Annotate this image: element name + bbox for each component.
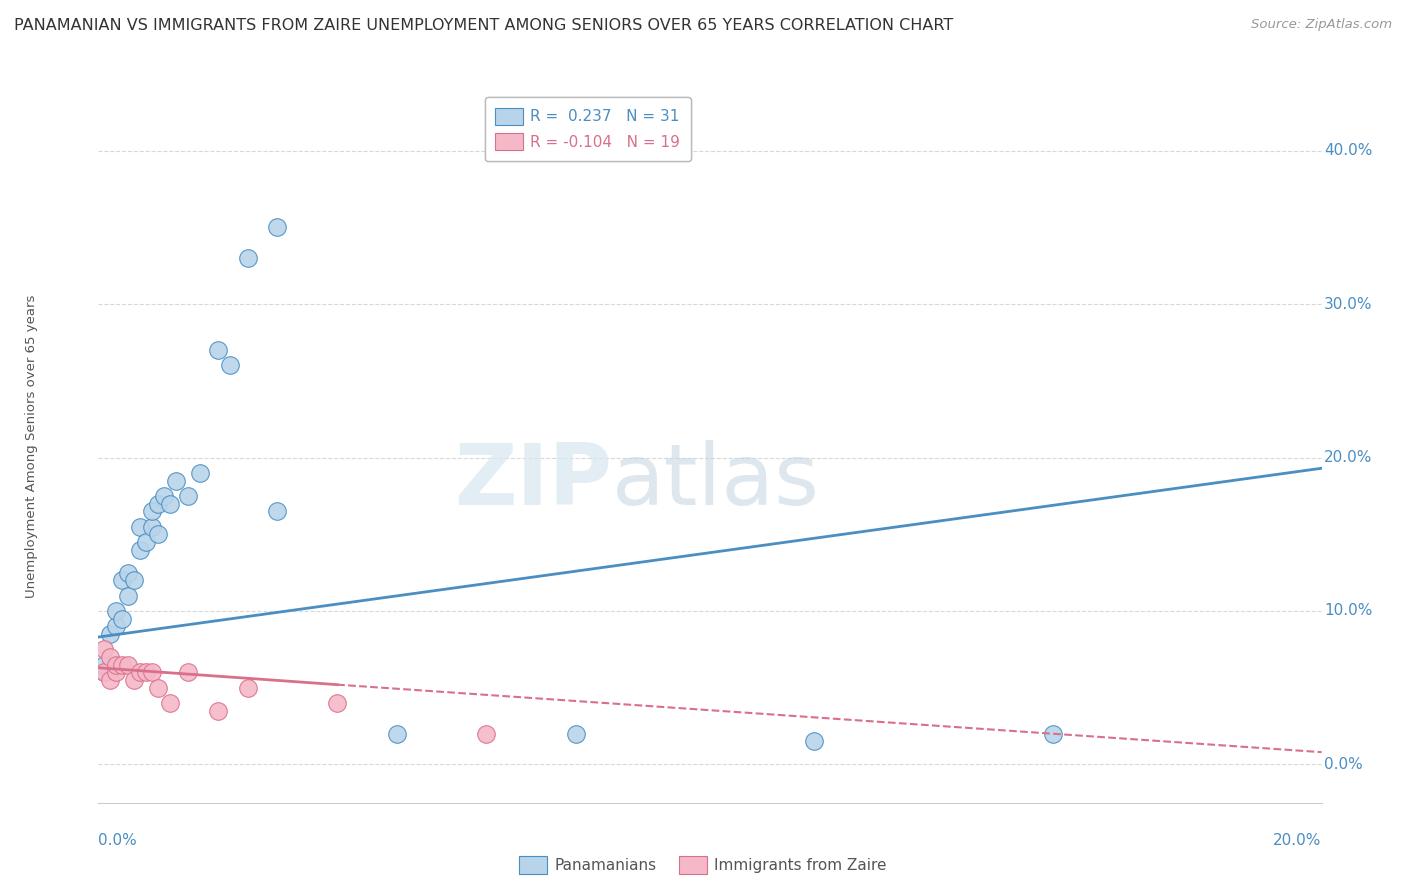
Point (266, 220, 288, 235)
Text: 0.0%: 0.0% (1324, 757, 1362, 772)
Point (111, 657, 134, 672)
Point (207, 343, 229, 357)
Point (326, 696, 349, 710)
Point (236, 681, 259, 695)
Point (117, 589, 139, 603)
Point (141, 519, 163, 533)
Point (98, 673, 121, 687)
Point (146, 497, 169, 511)
Point (1042, 727, 1064, 741)
Point (93, 665, 115, 680)
Point (153, 489, 176, 503)
Point (122, 574, 145, 588)
Point (236, 251, 259, 265)
Point (159, 497, 181, 511)
Point (122, 673, 145, 687)
Point (93, 657, 115, 672)
Point (165, 474, 187, 488)
Point (218, 359, 240, 373)
Point (475, 727, 498, 741)
Point (803, 734, 825, 748)
Point (111, 612, 134, 626)
Point (129, 519, 152, 533)
Legend: R =  0.237   N = 31, R = -0.104   N = 19: R = 0.237 N = 31, R = -0.104 N = 19 (485, 97, 690, 161)
Text: 20.0%: 20.0% (1274, 833, 1322, 848)
Point (565, 727, 588, 741)
Point (207, 704, 229, 718)
Point (98, 650, 121, 665)
Point (141, 665, 163, 680)
Text: 20.0%: 20.0% (1324, 450, 1372, 465)
Text: Unemployment Among Seniors over 65 years: Unemployment Among Seniors over 65 years (25, 294, 38, 598)
Point (93, 665, 115, 680)
Point (266, 504, 288, 518)
Point (105, 619, 128, 633)
Point (129, 542, 152, 557)
Text: 30.0%: 30.0% (1324, 296, 1372, 311)
Point (188, 466, 211, 480)
Text: 40.0%: 40.0% (1324, 143, 1372, 158)
Text: 0.0%: 0.0% (98, 833, 138, 848)
Point (105, 604, 128, 618)
Point (159, 696, 181, 710)
Point (98, 627, 121, 641)
Text: 10.0%: 10.0% (1324, 604, 1372, 618)
Point (105, 657, 128, 672)
Point (135, 665, 157, 680)
Point (105, 665, 128, 680)
Point (129, 665, 152, 680)
Point (93, 642, 115, 657)
Point (111, 574, 134, 588)
Point (146, 681, 169, 695)
Text: PANAMANIAN VS IMMIGRANTS FROM ZAIRE UNEMPLOYMENT AMONG SENIORS OVER 65 YEARS COR: PANAMANIAN VS IMMIGRANTS FROM ZAIRE UNEM… (14, 18, 953, 33)
Text: Source: ZipAtlas.com: Source: ZipAtlas.com (1251, 18, 1392, 31)
Point (141, 504, 163, 518)
Point (135, 535, 157, 549)
Text: atlas: atlas (612, 440, 820, 524)
Point (117, 566, 139, 580)
Point (117, 657, 139, 672)
Legend: Panamanians, Immigrants from Zaire: Panamanians, Immigrants from Zaire (513, 850, 893, 880)
Point (177, 489, 200, 503)
Text: ZIP: ZIP (454, 440, 612, 524)
Point (146, 527, 169, 541)
Point (385, 727, 408, 741)
Point (177, 665, 200, 680)
